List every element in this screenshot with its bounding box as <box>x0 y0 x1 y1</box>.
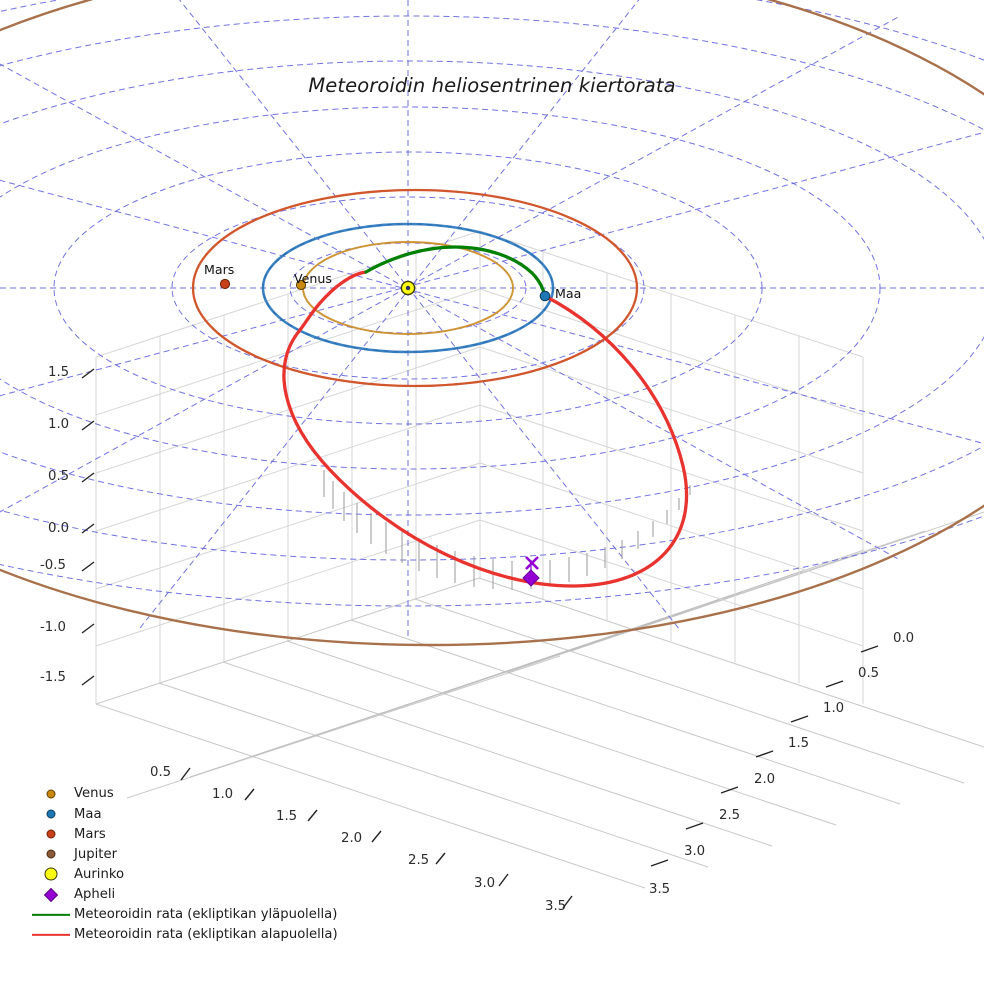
x-tick-4: 2.0 <box>341 831 363 846</box>
legend-label-mars: Mars <box>74 826 106 842</box>
floor-pane-grid <box>95 511 984 889</box>
maa-marker <box>539 290 551 302</box>
legend-label-orbit-above: Meteoroidin rata (ekliptikan yläpuolella… <box>74 907 338 922</box>
legend-item-orbit-below[interactable]: Meteoroidin rata (ekliptikan alapuolella… <box>28 925 348 945</box>
y-tick-4: 1.5 <box>788 736 810 751</box>
legend-item-apheli[interactable]: Apheli <box>28 884 348 904</box>
apheli-x-icon <box>525 556 539 570</box>
body-label-mars: Mars <box>204 262 235 277</box>
z-tick-5: -0.5 <box>40 558 66 573</box>
green-line-icon <box>28 905 74 925</box>
maa-orbit <box>261 222 555 354</box>
apheli-diamond-icon <box>522 569 540 587</box>
meteoroid-orbit-above <box>364 245 547 298</box>
body-label-venus: Venus <box>294 271 332 286</box>
y-tick-1: 0.0 <box>893 631 915 646</box>
legend-label-jupiter: Jupiter <box>74 846 117 862</box>
legend-item-orbit-above[interactable]: Meteoroidin rata (ekliptikan yläpuolella… <box>28 905 348 925</box>
jupiter-orbit <box>0 0 984 647</box>
x-tick-7: 3.5 <box>545 899 567 914</box>
y-tick-7: 3.0 <box>684 844 706 859</box>
y-tick-8: 3.5 <box>649 882 671 897</box>
orbit-stems <box>323 470 691 590</box>
planet-markers <box>219 278 551 302</box>
y-tick-5: 2.0 <box>754 772 776 787</box>
venus-dot-icon <box>28 784 74 804</box>
mars-marker <box>219 278 231 290</box>
legend-label-aurinko: Aurinko <box>74 866 125 882</box>
maa-dot-icon <box>28 804 74 824</box>
z-tick-7: -1.5 <box>40 670 66 685</box>
aurinko-marker <box>400 280 416 296</box>
legend: Venus Maa Mars Jupiter Aurinko <box>28 784 348 945</box>
red-line-icon <box>28 925 74 945</box>
legend-label-venus: Venus <box>74 786 114 802</box>
legend-label-maa: Maa <box>74 806 102 822</box>
legend-item-venus[interactable]: Venus <box>28 784 348 804</box>
axis-ticks <box>81 368 879 909</box>
x-tick-6: 3.0 <box>474 876 496 891</box>
right-pane-grid <box>479 230 864 704</box>
legend-label-apheli: Apheli <box>74 886 116 902</box>
legend-item-mars[interactable]: Mars <box>28 824 348 844</box>
legend-item-aurinko[interactable]: Aurinko <box>28 864 348 884</box>
mars-orbit <box>191 188 639 388</box>
meteoroid-orbit-below <box>282 270 689 588</box>
jupiter-dot-icon <box>28 844 74 864</box>
z-tick-1: 1.5 <box>48 365 70 380</box>
venus-marker <box>295 279 307 291</box>
x-tick-3: 1.5 <box>276 809 298 824</box>
x-tick-5: 2.5 <box>408 853 430 868</box>
z-tick-4: 0.0 <box>48 521 70 536</box>
apheli-marker-group <box>522 556 540 587</box>
body-label-maa: Maa <box>555 286 582 301</box>
x-tick-1: 0.5 <box>150 765 172 780</box>
z-tick-3: 0.5 <box>48 469 70 484</box>
aurinko-dot-icon <box>28 864 74 884</box>
y-tick-2: 0.5 <box>858 666 880 681</box>
floor-verticals <box>95 520 353 704</box>
x-tick-2: 1.0 <box>212 787 234 802</box>
z-tick-2: 1.0 <box>48 417 70 432</box>
page-title: Meteoroidin heliosentrinen kiertorata <box>308 74 676 97</box>
legend-label-orbit-below: Meteoroidin rata (ekliptikan alapuolella… <box>74 927 338 943</box>
legend-item-maa[interactable]: Maa <box>28 804 348 824</box>
y-tick-3: 1.0 <box>823 701 845 716</box>
legend-item-jupiter[interactable]: Jupiter <box>28 844 348 864</box>
y-tick-6: 2.5 <box>719 808 741 823</box>
mars-dot-icon <box>28 824 74 844</box>
z-tick-6: -1.0 <box>40 620 66 635</box>
apheli-diamond-icon <box>28 885 74 905</box>
